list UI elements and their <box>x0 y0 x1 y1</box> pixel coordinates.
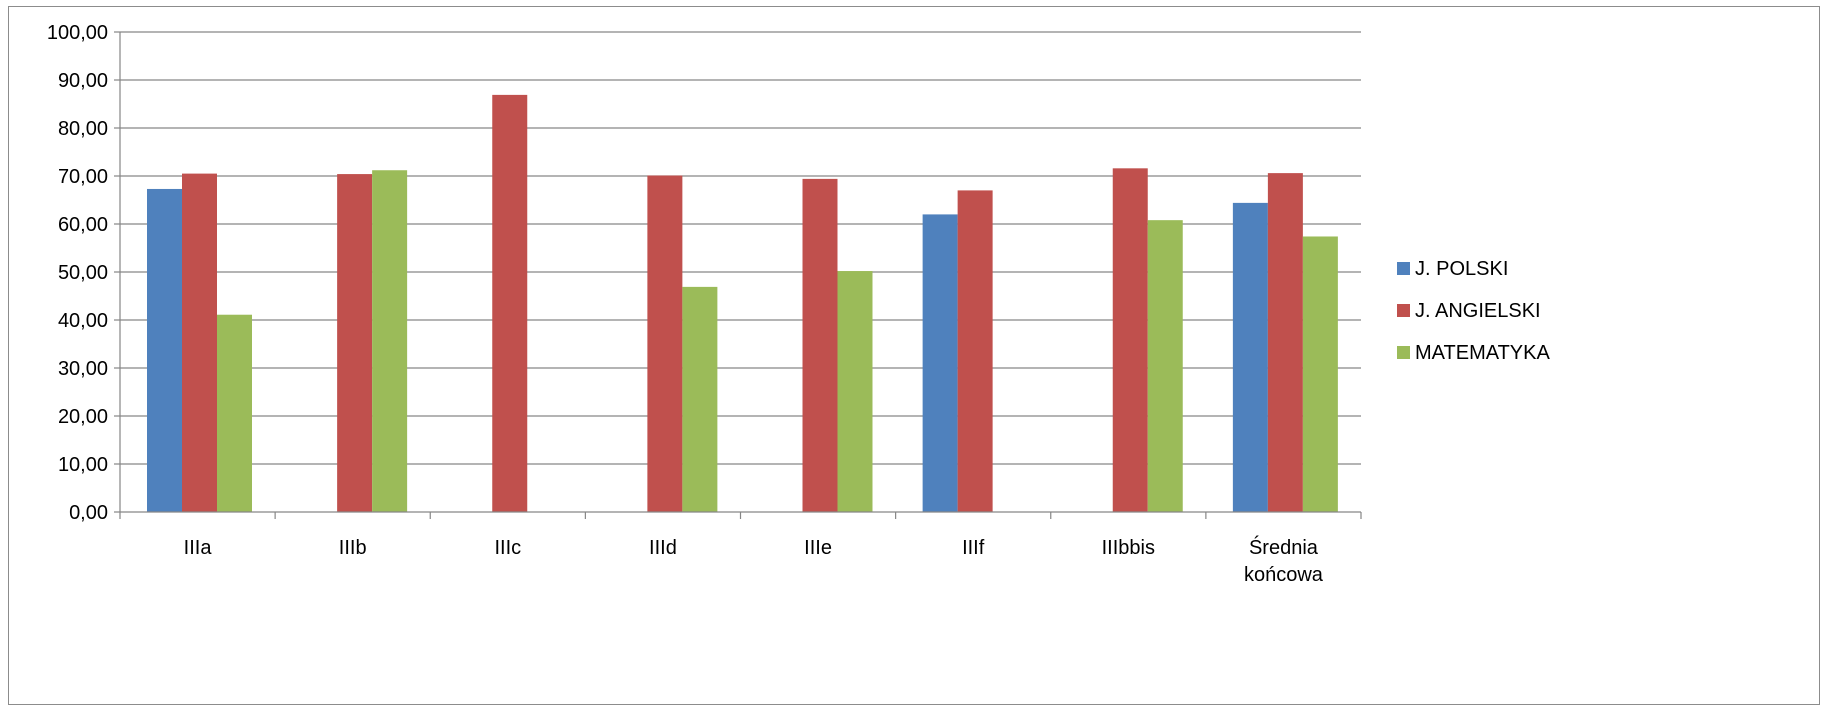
bar <box>182 173 217 512</box>
bar <box>957 190 993 512</box>
x-tick-label: IIIe <box>804 537 832 559</box>
x-tick-label: IIIf <box>962 537 985 559</box>
y-tick-label: 80,00 <box>58 118 108 140</box>
y-tick-label: 30,00 <box>58 358 108 380</box>
x-tick-labels: IIIa IIIb IIIc IIId IIIe IIIf IIIbbis Średnia ko… <box>184 535 1324 586</box>
bar <box>682 286 718 512</box>
y-tick-label: 90,00 <box>58 70 108 92</box>
bar <box>922 214 958 512</box>
legend-item: J. ANGIELSKI <box>1397 300 1541 322</box>
x-tick-label: IIIa <box>184 537 213 559</box>
legend-swatch <box>1397 262 1410 275</box>
bar-chart: 0,00 10,00 20,00 30,00 40,00 50,00 60,00 70,00 8… <box>47 22 1551 586</box>
bar <box>1232 202 1268 512</box>
bar <box>217 314 252 512</box>
legend: J. POLSKI J. ANGIELSKI MATEMATYKA <box>1397 258 1550 364</box>
bar <box>802 178 838 512</box>
legend-swatch <box>1397 304 1410 317</box>
bar <box>147 188 182 512</box>
bar <box>647 175 683 512</box>
chart-frame: 0,00 10,00 20,00 30,00 40,00 50,00 60,00 70,00 8… <box>8 6 1820 705</box>
x-tick-label: IIId <box>649 537 677 559</box>
legend-label: J. ANGIELSKI <box>1415 300 1541 322</box>
bar <box>1112 168 1148 512</box>
legend-label: J. POLSKI <box>1415 258 1508 280</box>
y-tick-label: 70,00 <box>58 166 108 188</box>
x-tick-label: Średnia końcowa <box>1244 535 1324 586</box>
y-tick-label: 10,00 <box>58 454 108 476</box>
x-tick-label: IIIc <box>494 537 521 559</box>
y-tick-label: 20,00 <box>58 406 108 428</box>
legend-item: MATEMATYKA <box>1397 342 1550 364</box>
legend-swatch <box>1397 346 1410 359</box>
bar <box>837 271 873 512</box>
legend-label: MATEMATYKA <box>1415 342 1550 364</box>
x-tick-label: IIIbbis <box>1102 537 1155 559</box>
bar <box>1267 173 1303 512</box>
y-tick-label: 60,00 <box>58 214 108 236</box>
bar <box>492 94 528 512</box>
y-tick-label: 50,00 <box>58 262 108 284</box>
legend-item: J. POLSKI <box>1397 258 1508 280</box>
bar <box>337 174 373 512</box>
bar <box>1302 236 1338 513</box>
y-tick-label: 0,00 <box>69 502 108 524</box>
y-tick-label: 40,00 <box>58 310 108 332</box>
axes <box>114 31 1362 519</box>
bar <box>372 170 408 513</box>
gridlines <box>120 31 1361 465</box>
y-tick-label: 100,00 <box>47 22 108 44</box>
bar <box>1147 220 1183 512</box>
x-tick-label: IIIb <box>339 537 367 559</box>
y-tick-labels: 0,00 10,00 20,00 30,00 40,00 50,00 60,00 70,00 8… <box>47 22 108 524</box>
bars <box>147 94 1338 513</box>
